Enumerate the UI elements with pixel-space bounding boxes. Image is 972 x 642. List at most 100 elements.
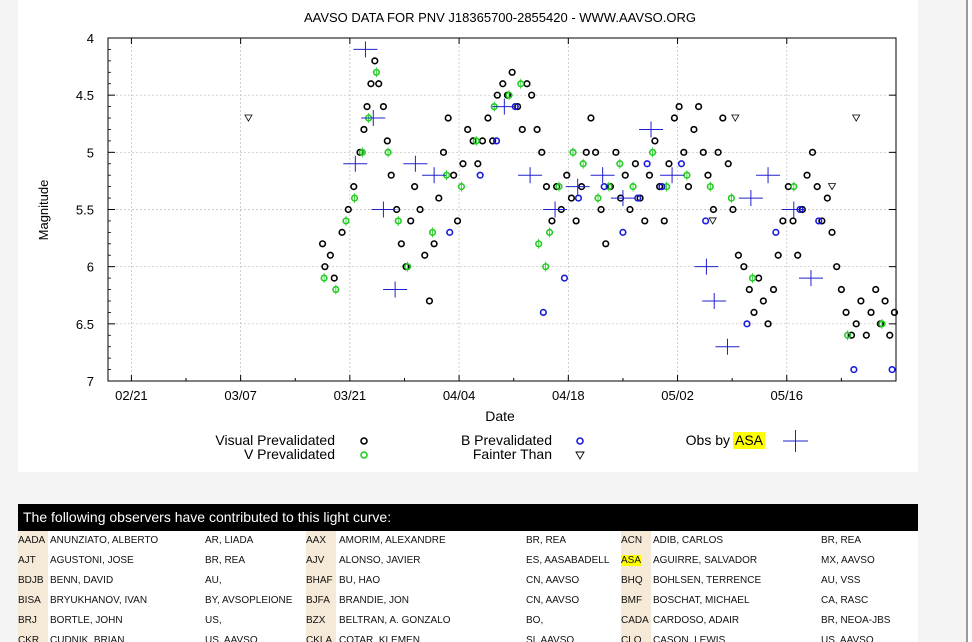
visual-point	[808, 148, 817, 156]
visual-point	[533, 125, 541, 134]
v-point	[683, 171, 691, 179]
visual-point	[597, 205, 605, 214]
visual-point	[360, 125, 368, 134]
observer-name: BRYUKHANOV, IVAN	[50, 595, 148, 606]
visual-point	[670, 114, 679, 122]
observer-code: BHQ	[621, 571, 651, 591]
v-point	[706, 183, 714, 191]
observer-affiliation: SI, AAVSO	[526, 635, 575, 642]
b-point	[446, 228, 454, 236]
visual-point	[645, 171, 654, 179]
x-tick-label: 04/18	[552, 388, 585, 403]
visual-point	[459, 160, 467, 168]
visual-point	[719, 114, 727, 122]
observer-affiliation: BR, REA	[821, 535, 862, 546]
visual-point	[587, 114, 595, 122]
b-point	[702, 217, 710, 225]
visual-point	[421, 251, 429, 259]
visual-point	[651, 137, 659, 145]
visual-point	[612, 148, 620, 156]
visual-point	[518, 125, 526, 134]
visual-point	[740, 263, 748, 271]
visual-point	[626, 205, 634, 214]
v-point	[350, 194, 359, 202]
visual-point	[439, 148, 448, 156]
observer-affiliation: ES, AASABADELL	[526, 555, 610, 566]
y-tick-label: 4	[87, 31, 94, 46]
visual-point	[631, 160, 640, 168]
visual-point	[407, 217, 415, 225]
window-edge	[966, 0, 968, 642]
b-point	[743, 320, 751, 328]
visual-point	[356, 148, 364, 156]
visual-point	[321, 263, 329, 271]
light-curve-panel: AAVSO DATA FOR PNV J18365700-2855420 - W…	[18, 0, 918, 472]
visual-point	[553, 183, 561, 191]
legend-marker-b	[576, 437, 584, 445]
legend-label-obs-by: Obs by	[686, 432, 730, 448]
observer-name: BOHLSEN, TERRENCE	[653, 575, 762, 586]
visual-point	[474, 160, 482, 168]
visual-point	[383, 137, 391, 145]
v-point	[505, 91, 513, 99]
observer-name: ANUNZIATO, ALBERTO	[50, 535, 159, 546]
grid-lines	[108, 38, 896, 381]
visual-point	[818, 217, 826, 225]
visual-point	[665, 160, 673, 168]
observer-code: CADA	[621, 611, 651, 631]
v-point	[616, 160, 624, 168]
fainter-than-point	[852, 114, 861, 122]
v-point	[535, 240, 543, 248]
visual-point	[425, 297, 434, 305]
observer-code: ACN	[621, 531, 651, 551]
observer-code: AAX	[306, 531, 336, 551]
observer-code: CKLA	[306, 631, 336, 642]
visual-point	[704, 171, 712, 179]
observer-code: AJV	[306, 551, 336, 571]
visual-point	[823, 194, 831, 202]
v-point	[332, 285, 340, 294]
b-point	[643, 160, 651, 168]
v-point	[594, 194, 602, 202]
visual-point	[508, 68, 516, 76]
x-tick-label: 04/04	[443, 388, 476, 403]
visual-point	[862, 331, 870, 339]
visual-point	[397, 240, 405, 248]
b-point	[772, 228, 780, 236]
fainter-than-point	[244, 114, 253, 122]
observer-name: AGUIRRE, SALVADOR	[653, 555, 758, 566]
x-tick-label: 03/21	[334, 388, 367, 403]
v-point	[545, 228, 554, 236]
visual-point	[582, 148, 590, 156]
observer-affiliation: BR, REA	[205, 555, 246, 566]
visual-point	[684, 183, 693, 191]
visual-point	[750, 308, 758, 317]
v-point	[555, 183, 563, 191]
visual-point	[764, 320, 772, 328]
v-point	[403, 263, 412, 271]
y-tick-label: 7	[87, 374, 94, 389]
x-tick-label: 03/07	[224, 388, 257, 403]
v-point	[394, 217, 402, 225]
v-point	[727, 194, 735, 202]
visual-point	[714, 148, 722, 156]
fainter-than-point	[827, 183, 837, 191]
visual-point	[774, 251, 782, 259]
visual-point	[759, 297, 767, 305]
v-point	[579, 160, 587, 168]
observer-name: AGUSTONI, JOSE	[50, 555, 134, 566]
visual-point	[779, 217, 787, 225]
y-tick-label: 5.5	[76, 203, 94, 218]
visual-point	[572, 217, 580, 225]
x-tick-label: 05/02	[661, 388, 694, 403]
observer-code: AJT	[18, 551, 48, 571]
observer-affiliation: BO,	[526, 615, 544, 626]
x-tick-label: 02/21	[115, 388, 148, 403]
b-point	[634, 194, 642, 202]
visual-point	[411, 183, 419, 191]
visual-point	[709, 205, 718, 214]
observer-name: COTAR, KLEMEN	[339, 635, 420, 642]
visual-point	[430, 240, 438, 248]
observer-code: BHAF	[306, 571, 336, 591]
visual-point	[484, 114, 492, 122]
